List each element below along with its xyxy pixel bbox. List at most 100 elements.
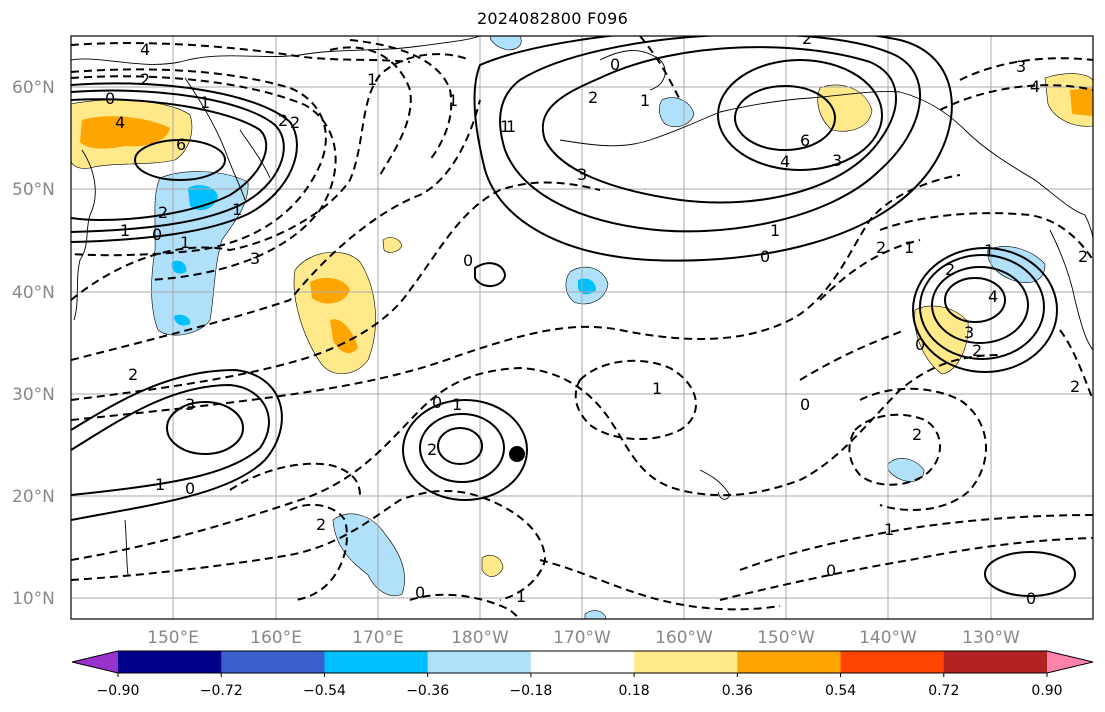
lat-label: 10°N	[12, 589, 55, 609]
contour-label: 0	[826, 561, 836, 580]
colorbar-tick-label: 0.54	[825, 683, 856, 699]
contour-label: 4	[115, 113, 125, 132]
lon-labels: 150°E 160°E 170°E 180°W 170°W 160°W 150°…	[147, 628, 1020, 648]
contour-label: 4	[780, 152, 790, 171]
contour-label: 1	[500, 117, 510, 136]
contour-label: 3	[832, 151, 842, 170]
contour-label: 3	[185, 395, 195, 414]
contour-label: 2	[802, 29, 812, 48]
contour-label: 1	[155, 475, 165, 494]
contour-label: 2	[128, 365, 138, 384]
contour-label: 6	[800, 131, 810, 150]
contour-label: 0	[760, 247, 770, 266]
lon-label: 130°W	[962, 628, 1020, 648]
contour-label: 2	[290, 113, 300, 132]
contour-label: 1	[652, 379, 662, 398]
lon-label: 150°W	[757, 628, 815, 648]
contour-label: 1	[367, 70, 377, 89]
contour-label: 1	[884, 520, 894, 539]
lon-label: 180°W	[451, 628, 509, 648]
contour-label: 2	[1078, 247, 1088, 266]
lat-label: 20°N	[12, 487, 55, 507]
colorbar-segment	[427, 651, 532, 673]
lat-labels: 60°N 50°N 40°N 30°N 20°N 10°N	[12, 78, 55, 609]
colorbar-segment	[634, 651, 738, 673]
contour-label: 0	[105, 89, 115, 108]
contour-label: 0	[185, 479, 195, 498]
contour-label: 2	[158, 203, 168, 222]
contour-label: 2	[1070, 377, 1080, 396]
colorbar-segment	[221, 651, 325, 673]
lon-label: 170°E	[352, 628, 404, 648]
lon-label: 160°E	[250, 628, 302, 648]
colorbar-tick-label: 0.36	[722, 683, 753, 699]
storm-center-marker	[509, 446, 525, 462]
contour-label: 2	[140, 70, 150, 89]
lat-label: 40°N	[12, 283, 55, 303]
colorbar-tick-label: −0.18	[509, 683, 552, 699]
map-frame	[70, 35, 1094, 620]
contour-label: 3	[1016, 57, 1026, 76]
contour-label: 2	[278, 111, 288, 130]
colorbar-segment	[324, 651, 429, 673]
colorbar-segment	[530, 651, 635, 673]
contour-label: 2	[876, 238, 886, 257]
colorbar-tick-label: −0.36	[406, 683, 449, 699]
contour-label: 3	[250, 249, 260, 268]
contour-label: 0	[915, 335, 925, 354]
contour-label: 1	[984, 241, 994, 260]
colorbar: −0.90 −0.72 −0.54 −0.36 −0.18 0.18 0.36 0.54 0.7…	[71, 650, 1094, 699]
contour-lines	[71, 36, 1076, 597]
contour-label: 1	[120, 221, 130, 240]
contour-label: 2	[427, 440, 437, 459]
contour-label: 2	[316, 515, 326, 534]
contour-label: 0	[800, 395, 810, 414]
contour-label: 6	[176, 135, 186, 154]
contour-label: 2	[945, 260, 955, 279]
contour-label: 0	[415, 583, 425, 602]
contour-label: 4	[140, 40, 150, 59]
lon-label: 160°W	[655, 628, 713, 648]
contour-label: 0	[610, 55, 620, 74]
contour-lines-dashed	[71, 36, 1093, 619]
contour-label: 1	[232, 200, 242, 219]
contour-label: 1	[904, 238, 914, 257]
contour-label: 0	[1026, 589, 1036, 608]
contour-label: 1	[180, 233, 190, 252]
contour-labels: 4 2 0 1 4 6 2 1 3 2 0 1 1 2 1 0 1 0 3 1 …	[105, 29, 1088, 608]
colorbar-tick-label: 0.72	[928, 683, 959, 699]
contour-label: 0	[152, 225, 162, 244]
lat-label: 30°N	[12, 385, 55, 405]
colorbar-tick-label: −0.72	[200, 683, 243, 699]
contour-label: 1	[770, 221, 780, 240]
colorbar-tick-label: −0.54	[303, 683, 346, 699]
lon-label: 140°W	[859, 628, 917, 648]
colorbar-segment	[737, 651, 842, 673]
chart-title: 2024082800 F096	[476, 9, 629, 28]
contour-label: 1	[640, 91, 650, 110]
contour-label: 2	[912, 425, 922, 444]
contour-label: 4	[988, 287, 998, 306]
contour-label: 1	[452, 395, 462, 414]
contour-label: 4	[1030, 77, 1040, 96]
colorbar-segment	[118, 651, 222, 673]
lon-label: 150°E	[147, 628, 199, 648]
colorbar-tick-label: 0.18	[619, 683, 650, 699]
contour-label: 2	[588, 88, 598, 107]
lon-label: 170°W	[553, 628, 611, 648]
colorbar-tick-label: −0.90	[97, 683, 140, 699]
contour-label: 1	[448, 91, 458, 110]
colorbar-segment	[943, 651, 1048, 673]
contour-label: 1	[506, 117, 516, 136]
colorbar-extend-high	[1047, 651, 1093, 673]
contour-label: 1	[200, 93, 210, 112]
colorbar-extend-low	[72, 651, 118, 673]
contour-label: 2	[972, 341, 982, 360]
colorbar-segment	[840, 651, 945, 673]
contour-label: 3	[964, 323, 974, 342]
contour-label: 0	[463, 251, 473, 270]
contour-label: 0	[432, 393, 442, 412]
contour-label: 1	[516, 587, 526, 606]
contour-label: 3	[577, 165, 587, 184]
